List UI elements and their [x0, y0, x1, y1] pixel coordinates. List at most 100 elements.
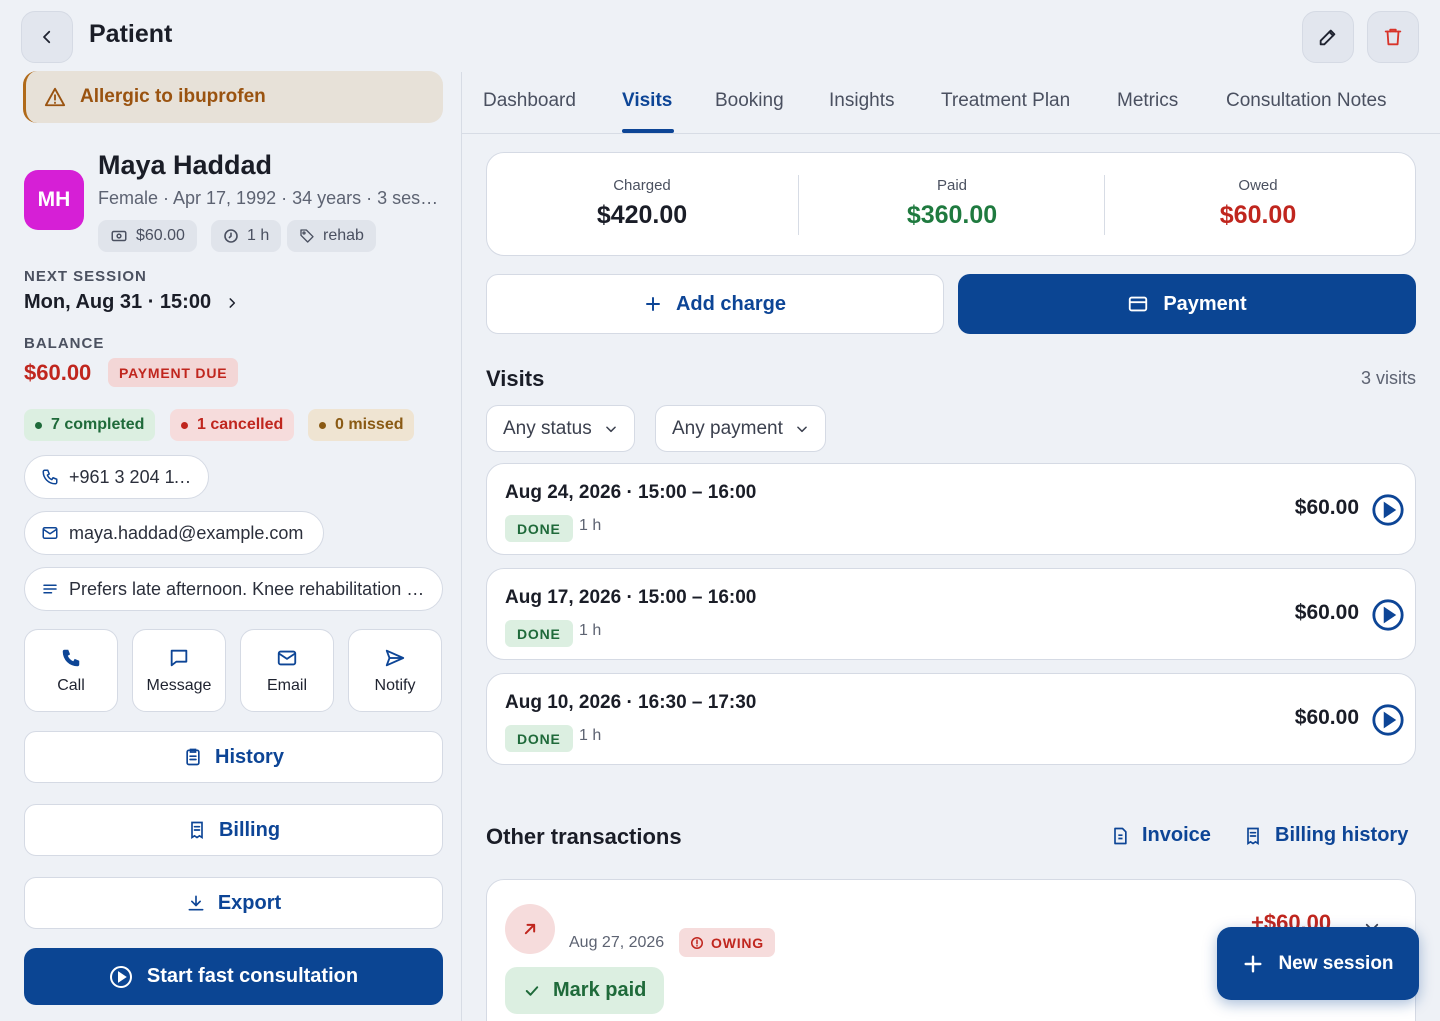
payment-label: Payment — [1163, 292, 1247, 315]
page-title: Patient — [89, 20, 173, 48]
email-button[interactable]: Email — [240, 629, 334, 712]
visits-title: Visits — [486, 366, 545, 391]
chat-icon — [168, 647, 190, 669]
visit-row[interactable]: Aug 24, 2026 · 15:00 – 16:00 DONE 1 h $6… — [486, 463, 1416, 555]
tag-chip: rehab — [287, 220, 376, 252]
cancelled-stat: 1 cancelled — [170, 409, 295, 441]
status-badge: DONE — [505, 725, 573, 752]
notify-label: Notify — [374, 676, 416, 694]
play-circle-icon[interactable] — [1371, 598, 1405, 632]
tab-metrics[interactable]: Metrics — [1117, 90, 1179, 111]
billing-button[interactable]: Billing — [24, 804, 443, 856]
tab-insights[interactable]: Insights — [829, 90, 895, 111]
check-icon — [523, 982, 541, 1000]
patient-meta: Female · Apr 17, 1992 · 34 years · 3 ses… — [98, 188, 443, 208]
owed-summary: Owed $60.00 — [1103, 153, 1413, 257]
payment-filter-label: Any payment — [672, 417, 783, 439]
delete-button[interactable] — [1367, 11, 1419, 63]
status-filter[interactable]: Any status — [486, 405, 635, 452]
owing-label: OWING — [711, 934, 764, 951]
plus-icon — [644, 295, 662, 313]
summary-divider — [1104, 175, 1105, 235]
chevron-left-icon — [38, 28, 56, 46]
billing-history-label: Billing history — [1275, 824, 1409, 846]
completed-stat-label: 7 completed — [51, 416, 145, 433]
paid-label: Paid — [936, 177, 968, 194]
edit-button[interactable] — [1302, 11, 1354, 63]
owed-label: Owed — [1238, 177, 1278, 194]
new-session-label: New session — [1278, 952, 1394, 974]
missed-stat-label: 0 missed — [335, 416, 404, 433]
visit-datetime: Aug 17, 2026 · 15:00 – 16:00 — [505, 587, 757, 608]
email-label: Email — [266, 676, 307, 694]
start-consultation-button[interactable]: Start fast consultation — [24, 948, 443, 1005]
balance-value: $60.00 — [24, 360, 92, 385]
play-circle-icon[interactable] — [1371, 493, 1405, 527]
history-label: History — [215, 745, 284, 768]
notes-icon — [41, 580, 59, 598]
rate-chip-label: $60.00 — [136, 227, 185, 244]
balance-label: BALANCE — [24, 335, 105, 352]
active-tab-indicator — [622, 129, 674, 133]
invoice-link[interactable]: Invoice — [1110, 824, 1211, 847]
phone-pill[interactable]: +961 3 204 118 — [24, 455, 209, 499]
next-session-value: Mon, Aug 31 · 15:00 — [24, 291, 212, 313]
next-session-link[interactable]: Mon, Aug 31 · 15:00 — [24, 291, 239, 314]
charged-label: Charged — [613, 177, 671, 194]
status-badge: DONE — [505, 620, 573, 647]
visit-amount: $60.00 — [1294, 706, 1359, 729]
billing-label: Billing — [218, 818, 281, 841]
cash-icon — [110, 227, 128, 245]
visit-amount: $60.00 — [1294, 601, 1359, 624]
tab-booking[interactable]: Booking — [715, 90, 784, 111]
tab-consultation-notes[interactable]: Consultation Notes — [1226, 90, 1387, 111]
mail-icon — [276, 647, 298, 669]
phone-number: +961 3 204 118 — [69, 466, 192, 487]
charged-summary: Charged $420.00 — [487, 153, 797, 257]
visit-row[interactable]: Aug 10, 2026 · 16:30 – 17:30 DONE 1 h $6… — [486, 673, 1416, 765]
email-pill[interactable]: maya.haddad@example.com — [24, 511, 324, 555]
notify-button[interactable]: Notify — [348, 629, 442, 712]
back-button[interactable] — [21, 11, 73, 63]
status-badge: DONE — [505, 515, 573, 542]
alert-circle-icon — [690, 936, 704, 950]
duration-chip: 1 h — [211, 220, 282, 252]
visit-duration: 1 h — [579, 622, 602, 639]
play-circle-icon[interactable] — [1371, 703, 1405, 737]
call-button[interactable]: Call — [24, 629, 118, 712]
add-charge-label: Add charge — [675, 292, 787, 315]
visits-count: 3 visits — [1360, 368, 1416, 388]
note-pill[interactable]: Prefers late afternoon. Knee rehabilitat… — [24, 567, 443, 611]
receipt-icon — [187, 820, 207, 840]
tab-visits[interactable]: Visits — [622, 90, 673, 111]
charged-value: $420.00 — [596, 201, 688, 229]
email-address: maya.haddad@example.com — [69, 522, 304, 543]
visit-amount: $60.00 — [1294, 496, 1359, 519]
add-charge-button[interactable]: Add charge — [486, 274, 944, 334]
mark-paid-button[interactable]: Mark paid — [505, 967, 665, 1014]
history-button[interactable]: History — [24, 731, 443, 783]
owed-value: $60.00 — [1219, 201, 1297, 229]
phone-icon — [41, 468, 59, 486]
allergy-text: Allergic to ibuprofen — [80, 86, 266, 107]
message-label: Message — [146, 676, 212, 694]
export-button[interactable]: Export — [24, 877, 443, 929]
visit-row[interactable]: Aug 17, 2026 · 15:00 – 16:00 DONE 1 h $6… — [486, 568, 1416, 660]
paid-summary: Paid $360.00 — [797, 153, 1107, 257]
new-session-button[interactable]: New session — [1217, 927, 1419, 1000]
start-consultation-label: Start fast consultation — [146, 965, 359, 987]
chevron-right-icon — [225, 296, 239, 310]
payment-filter[interactable]: Any payment — [655, 405, 826, 452]
message-button[interactable]: Message — [132, 629, 226, 712]
payment-button[interactable]: Payment — [958, 274, 1416, 334]
paid-value: $360.00 — [906, 201, 998, 229]
other-transactions-title: Other transactions — [486, 824, 682, 849]
visit-datetime: Aug 10, 2026 · 16:30 – 17:30 — [505, 692, 757, 713]
billing-history-link[interactable]: Billing history — [1243, 824, 1408, 847]
panel-divider — [461, 72, 462, 1021]
cancelled-stat-label: 1 cancelled — [197, 416, 284, 433]
tab-treatment-plan[interactable]: Treatment Plan — [941, 90, 1071, 111]
tab-dashboard[interactable]: Dashboard — [483, 90, 576, 111]
avatar: MH — [24, 170, 84, 230]
patient-note: Prefers late afternoon. Knee rehabilitat… — [69, 578, 426, 599]
